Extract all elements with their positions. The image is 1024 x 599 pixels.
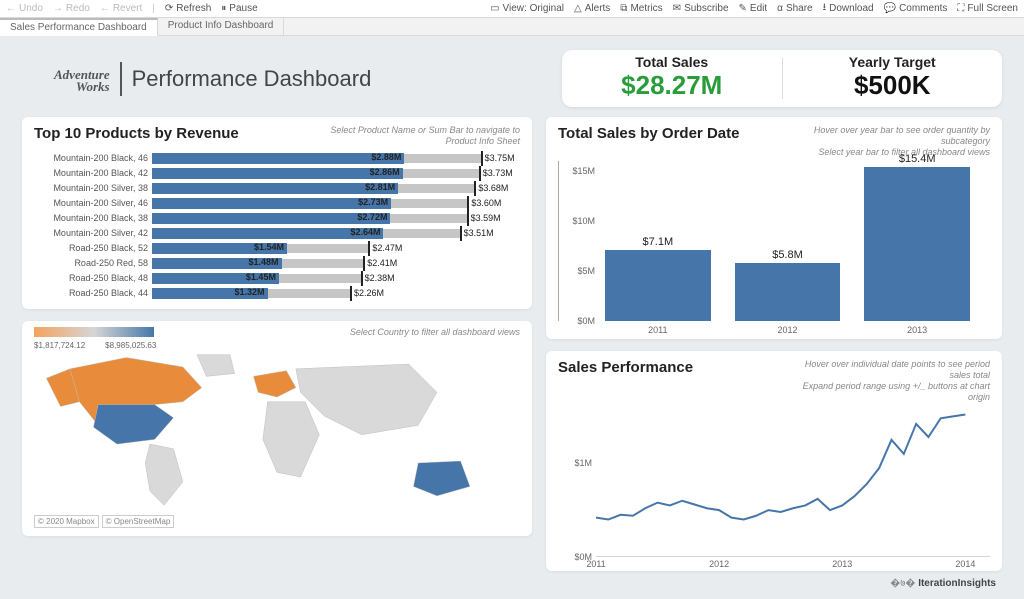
map-attribution-mapbox: © 2020 Mapbox (34, 515, 99, 528)
panel-sales-performance: Sales Performance Hover over individual … (546, 351, 1002, 570)
panel-order-date: Total Sales by Order Date Hover over yea… (546, 117, 1002, 339)
top10-row[interactable]: Mountain-200 Silver, 46$2.73M$3.60M (34, 196, 520, 211)
top10-row[interactable]: Road-250 Black, 52$1.54M$2.47M (34, 241, 520, 256)
map-legend (34, 327, 154, 337)
panel-map: Select Country to filter all dashboard v… (22, 321, 532, 537)
sheet-tabs: Sales Performance Dashboard Product Info… (0, 18, 1024, 36)
top10-row[interactable]: Mountain-200 Silver, 38$2.81M$3.68M (34, 181, 520, 196)
tab-sales-performance[interactable]: Sales Performance Dashboard (0, 18, 158, 36)
kpi-block: Total Sales $28.27M Yearly Target $500K (562, 50, 1002, 107)
view-button[interactable]: ▭ View: Original (490, 3, 564, 14)
download-icon: ⭳ (823, 0, 827, 17)
edit-button[interactable]: ✎ Edit (739, 3, 768, 14)
top10-row[interactable]: Mountain-200 Silver, 42$2.64M$3.51M (34, 226, 520, 241)
revert-button[interactable]: ← Revert (100, 3, 142, 14)
download-button[interactable]: ⭳ Download (823, 0, 874, 17)
mail-icon: ✉ (673, 3, 681, 14)
alert-icon: △ (574, 3, 582, 14)
order-date-chart[interactable]: $0M$5M$10M$15M$7.1M2011$5.8M2012$15.4M20… (558, 161, 990, 321)
top10-barlist[interactable]: Mountain-200 Black, 46$2.88M$3.75MMounta… (34, 151, 520, 301)
top10-row[interactable]: Road-250 Red, 58$1.48M$2.41M (34, 256, 520, 271)
dashboard-canvas: AdventureWorks Performance Dashboard Tot… (0, 36, 1024, 599)
panel-order-date-title: Total Sales by Order Date (558, 125, 739, 142)
refresh-button[interactable]: ⟳ Refresh (165, 3, 211, 14)
top10-row[interactable]: Mountain-200 Black, 38$2.72M$3.59M (34, 211, 520, 226)
kpi-yearly-target-value: $500K (783, 70, 1003, 101)
metrics-button[interactable]: ⧉ Metrics (620, 3, 662, 14)
order-date-bar[interactable]: $7.1M2011 (605, 236, 711, 321)
toolbar: ← Undo → Redo ← Revert | ⟳ Refresh ⏸ Pau… (0, 0, 1024, 18)
top10-row[interactable]: Mountain-200 Black, 46$2.88M$3.75M (34, 151, 520, 166)
panel-top10-hint: Select Product Name or Sum Bar to naviga… (320, 125, 520, 147)
fullscreen-icon: ⛶ (957, 3, 964, 14)
fullscreen-button[interactable]: ⛶ Full Screen (957, 3, 1018, 14)
sales-performance-chart[interactable]: $0M$1M2011201220132014 (558, 407, 990, 557)
dashboard-header: AdventureWorks Performance Dashboard (22, 50, 548, 107)
order-date-bar[interactable]: $15.4M2013 (864, 153, 970, 321)
metrics-icon: ⧉ (620, 3, 627, 14)
share-icon: α (777, 3, 783, 14)
top10-row[interactable]: Road-250 Black, 48$1.45M$2.38M (34, 271, 520, 286)
undo-button[interactable]: ← Undo (6, 3, 43, 14)
kpi-total-sales-value: $28.27M (562, 70, 782, 101)
edit-icon: ✎ (739, 3, 747, 14)
top10-row[interactable]: Road-250 Black, 44$1.32M$2.26M (34, 286, 520, 301)
comments-button[interactable]: 💬 Comments (884, 3, 948, 14)
share-button[interactable]: α Share (777, 3, 812, 14)
panel-top10-title: Top 10 Products by Revenue (34, 125, 239, 142)
comments-icon: 💬 (884, 3, 896, 14)
pause-icon: ⏸ (221, 3, 226, 14)
panel-top10: Top 10 Products by Revenue Select Produc… (22, 117, 532, 309)
pause-button[interactable]: ⏸ Pause (221, 3, 257, 14)
top10-row[interactable]: Mountain-200 Black, 42$2.86M$3.73M (34, 166, 520, 181)
view-icon: ▭ (490, 3, 499, 14)
order-date-bar[interactable]: $5.8M2012 (735, 249, 841, 321)
tab-product-info[interactable]: Product Info Dashboard (158, 18, 285, 35)
kpi-total-sales: Total Sales $28.27M (562, 50, 782, 107)
kpi-yearly-target: Yearly Target $500K (783, 50, 1003, 107)
subscribe-button[interactable]: ✉ Subscribe (673, 3, 729, 14)
dashboard-title: Performance Dashboard (132, 66, 372, 92)
panel-map-hint: Select Country to filter all dashboard v… (350, 327, 520, 338)
map-attribution-osm: © OpenStreetMap (102, 515, 175, 528)
world-map[interactable] (34, 350, 520, 510)
panel-sales-performance-hint: Hover over individual date points to see… (790, 359, 990, 402)
redo-button[interactable]: → Redo (53, 3, 90, 14)
footer: �७� IterationInsights (22, 571, 1002, 589)
alerts-button[interactable]: △ Alerts (574, 3, 610, 14)
brand-logo: AdventureWorks (30, 65, 110, 93)
refresh-icon: ⟳ (165, 3, 173, 14)
panel-sales-performance-title: Sales Performance (558, 359, 693, 376)
